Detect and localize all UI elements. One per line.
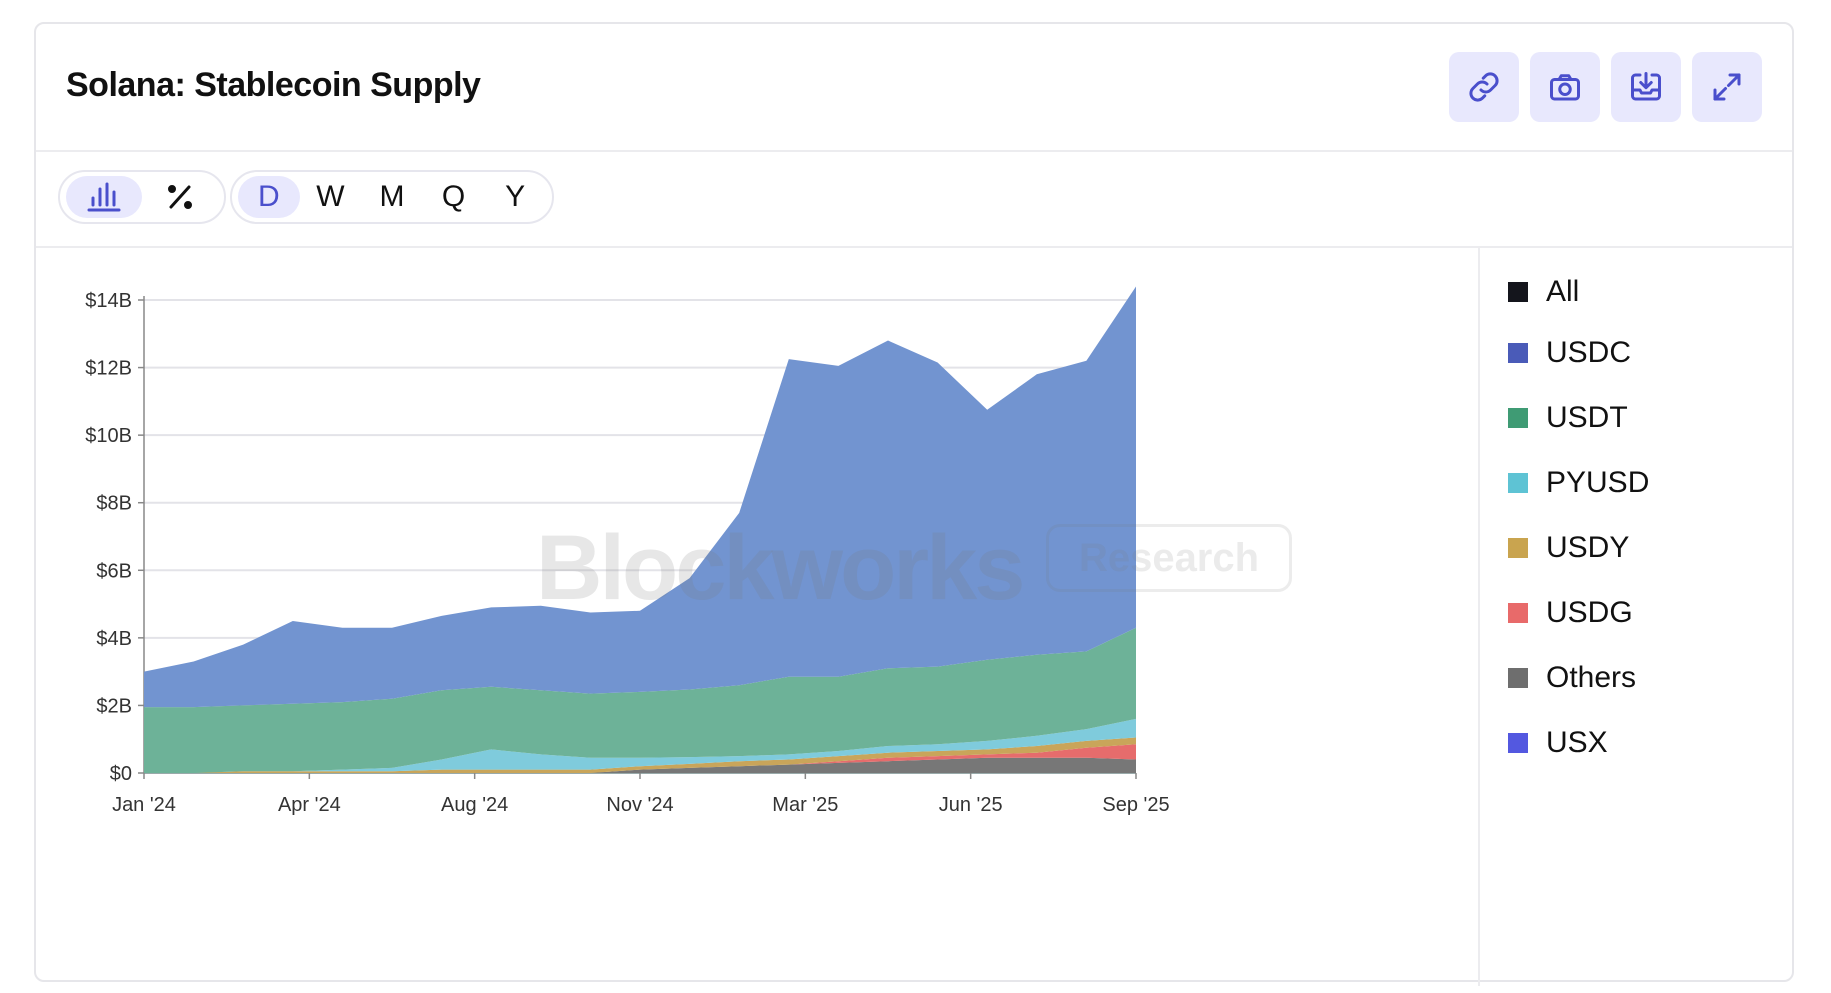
download-icon bbox=[1631, 72, 1661, 101]
legend-swatch bbox=[1508, 282, 1528, 302]
x-tick-label: Aug '24 bbox=[441, 794, 508, 816]
legend-item-usdg[interactable]: USDG bbox=[1508, 580, 1649, 645]
series-area-usdc bbox=[144, 286, 1136, 708]
y-tick-label: $2B bbox=[96, 695, 132, 717]
chart-title: Solana: Stablecoin Supply bbox=[66, 66, 481, 104]
legend-item-pyusd[interactable]: PYUSD bbox=[1508, 450, 1649, 515]
percent-view-button[interactable] bbox=[142, 176, 218, 218]
series-area-pyusd bbox=[144, 718, 1136, 773]
chart-controls: D W M Q Y bbox=[36, 150, 1792, 248]
x-tick-label: Nov '24 bbox=[606, 794, 673, 816]
x-tick-label: Jan '24 bbox=[112, 794, 176, 816]
period-y-button[interactable]: Y bbox=[505, 180, 526, 213]
y-tick-label: $10B bbox=[85, 425, 132, 447]
legend-item-usdy[interactable]: USDY bbox=[1508, 515, 1649, 580]
chart-area: $0 $2B $4B $6B $8B $10B $12B $14B Jan '24 Apr '24… bbox=[36, 248, 1476, 988]
series-area-usdt bbox=[144, 627, 1136, 773]
fullscreen-button[interactable] bbox=[1692, 52, 1762, 122]
copy-link-button[interactable] bbox=[1449, 52, 1519, 122]
period-q-button[interactable]: Q bbox=[441, 180, 466, 213]
legend-swatch bbox=[1508, 407, 1528, 428]
period-w-button[interactable]: W bbox=[316, 180, 345, 213]
link-icon bbox=[1469, 72, 1499, 102]
series-area-others bbox=[144, 757, 1136, 773]
y-tick-label: $4B bbox=[96, 628, 132, 650]
x-tick-label: Jun '25 bbox=[939, 794, 1003, 816]
view-toggle bbox=[58, 170, 226, 224]
chart-legend: All USDC USDT PYUSD USDY USDG Others USX bbox=[1508, 264, 1649, 775]
download-button[interactable] bbox=[1611, 52, 1681, 122]
period-m-button[interactable]: M bbox=[379, 180, 405, 213]
card-header: Solana: Stablecoin Supply bbox=[36, 24, 1792, 152]
legend-item-usdt[interactable]: USDT bbox=[1508, 385, 1649, 450]
legend-swatch bbox=[1508, 732, 1528, 753]
screenshot-button[interactable] bbox=[1530, 52, 1600, 122]
x-tick-label: Mar '25 bbox=[772, 794, 838, 816]
legend-label: PYUSD bbox=[1546, 465, 1650, 499]
legend-swatch bbox=[1508, 342, 1528, 363]
legend-label: USDC bbox=[1546, 335, 1632, 369]
absolute-view-button[interactable] bbox=[66, 176, 142, 218]
legend-divider bbox=[1478, 246, 1480, 986]
toolbar bbox=[1449, 52, 1762, 122]
x-tick-label: Apr '24 bbox=[278, 794, 341, 816]
legend-label: USX bbox=[1546, 725, 1608, 759]
y-tick-label: $0 bbox=[110, 763, 132, 785]
legend-label: USDY bbox=[1546, 530, 1630, 564]
legend-item-usdc[interactable]: USDC bbox=[1508, 320, 1649, 385]
legend-swatch bbox=[1508, 602, 1528, 623]
series-area-usdy bbox=[144, 737, 1136, 773]
legend-item-all[interactable]: All bbox=[1508, 264, 1649, 320]
legend-label: USDG bbox=[1546, 595, 1633, 629]
bar-chart-icon bbox=[87, 182, 121, 212]
percent-icon bbox=[168, 185, 192, 209]
legend-item-others[interactable]: Others bbox=[1508, 645, 1649, 710]
stacked-area-chart: $0 $2B $4B $6B $8B $10B $12B $14B Jan '24 Apr '24… bbox=[85, 286, 1170, 816]
y-tick-label: $8B bbox=[96, 493, 132, 515]
x-tick-label: Sep '25 bbox=[1102, 794, 1169, 816]
camera-icon bbox=[1550, 74, 1580, 101]
y-tick-label: $12B bbox=[85, 358, 132, 380]
legend-label: All bbox=[1546, 275, 1580, 308]
legend-swatch bbox=[1508, 667, 1528, 688]
period-d-button[interactable]: D bbox=[238, 176, 300, 218]
y-tick-label: $6B bbox=[96, 560, 132, 582]
chart-card: Solana: Stablecoin Supply bbox=[34, 22, 1794, 986]
y-tick-label: $14B bbox=[85, 290, 132, 312]
legend-label: USDT bbox=[1546, 400, 1628, 434]
legend-item-usx[interactable]: USX bbox=[1508, 710, 1649, 775]
series-area-usdg bbox=[144, 744, 1136, 773]
legend-swatch bbox=[1508, 537, 1528, 558]
legend-swatch bbox=[1508, 472, 1528, 493]
expand-icon bbox=[1713, 73, 1741, 101]
period-selector: D W M Q Y bbox=[230, 170, 554, 224]
legend-label: Others bbox=[1546, 660, 1637, 694]
